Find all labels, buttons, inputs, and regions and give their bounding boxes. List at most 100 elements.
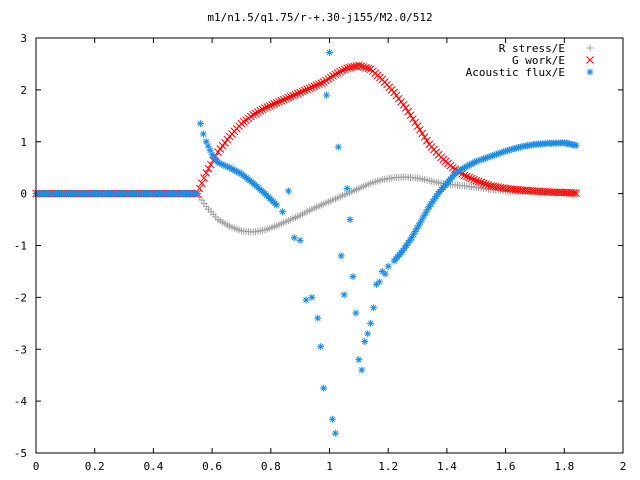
- data-point: [572, 189, 580, 197]
- data-point: [364, 330, 372, 338]
- data-point: [337, 252, 345, 260]
- data-point: [413, 122, 422, 131]
- data-point: [254, 108, 262, 116]
- data-point: [487, 152, 495, 160]
- data-point: [331, 429, 339, 437]
- data-point: [258, 105, 267, 114]
- data-point: [558, 139, 566, 147]
- series-3: [32, 49, 580, 437]
- data-point: [216, 145, 225, 153]
- data-point: [358, 366, 366, 374]
- data-point: [397, 249, 405, 257]
- data-point: [343, 184, 351, 192]
- data-point: [480, 155, 488, 163]
- data-point: [263, 103, 272, 111]
- data-point: [284, 187, 292, 195]
- data-point: [261, 104, 269, 112]
- data-point: [282, 94, 290, 103]
- series-2: [32, 61, 580, 198]
- data-point: [423, 136, 431, 145]
- y-tick-label: 2: [20, 84, 27, 97]
- chart-title: m1/n1.5/q1.75/r-+.30-j155/M2.0/512: [207, 11, 432, 24]
- data-point: [199, 130, 207, 138]
- data-point: [202, 138, 210, 146]
- y-tick-label: -3: [14, 343, 27, 356]
- data-point: [347, 63, 356, 71]
- data-point: [177, 190, 185, 198]
- data-point: [455, 167, 463, 175]
- data-point: [334, 143, 342, 151]
- data-point: [544, 139, 552, 147]
- x-tick-labels: 0 0.2 0.4 0.6 0.8 1 1.2 1.4 1.6 1.8 2: [33, 460, 627, 473]
- data-point: [432, 192, 440, 200]
- series-1: [32, 173, 580, 236]
- data-point: [234, 168, 242, 176]
- x-tick-label: 0.2: [85, 460, 105, 473]
- data-point: [392, 91, 401, 100]
- data-point: [212, 156, 220, 164]
- plot-frame: [35, 37, 624, 454]
- data-point: [431, 195, 439, 203]
- data-point: [350, 62, 359, 71]
- data-point: [514, 143, 522, 151]
- data-point: [401, 244, 409, 252]
- data-point: [496, 149, 504, 157]
- data-point: [196, 120, 204, 128]
- data-point: [424, 206, 432, 214]
- data-point: [370, 304, 378, 312]
- data-point: [404, 107, 413, 116]
- data-point: [227, 165, 235, 173]
- data-point: [352, 309, 360, 317]
- data-point: [511, 144, 519, 152]
- data-point: [459, 165, 467, 173]
- data-point: [279, 95, 288, 104]
- data-point: [259, 188, 267, 196]
- data-point: [222, 162, 230, 170]
- data-point: [343, 64, 351, 72]
- data-point: [291, 90, 300, 99]
- y-tick-label: 0: [20, 188, 27, 201]
- data-point: [317, 79, 326, 87]
- data-point: [310, 82, 319, 91]
- data-point: [296, 236, 304, 244]
- data-point: [463, 172, 471, 181]
- y-tick-label: 3: [20, 32, 27, 45]
- data-point: [326, 49, 333, 57]
- data-point: [394, 94, 403, 103]
- data-point: [202, 169, 211, 177]
- x-tick-label: 1: [326, 460, 333, 473]
- data-point: [502, 147, 510, 155]
- data-point: [479, 179, 488, 188]
- data-point: [279, 208, 287, 216]
- data-point: [418, 215, 426, 223]
- legend-label: Acoustic flux/E: [466, 66, 565, 79]
- data-point: [340, 291, 348, 299]
- data-point: [489, 152, 497, 160]
- y-tick-labels: 3 2 1 0 -1 -2 -3 -4 -5: [14, 32, 28, 460]
- data-point: [404, 239, 412, 247]
- data-point: [229, 165, 237, 173]
- data-point: [275, 97, 283, 106]
- data-point: [457, 166, 465, 174]
- data-point: [469, 159, 477, 167]
- data-point: [381, 270, 389, 278]
- x-tick-label: 1.8: [554, 460, 574, 473]
- x-tick-label: 2: [620, 460, 627, 473]
- data-point: [204, 164, 213, 173]
- x-tick-label: 0.8: [261, 460, 281, 473]
- data-point: [293, 89, 302, 98]
- data-point: [317, 343, 325, 351]
- data-point: [416, 218, 424, 226]
- data-points: [32, 49, 580, 437]
- data-point: [326, 73, 335, 82]
- data-point: [192, 190, 200, 198]
- data-point: [507, 146, 515, 154]
- data-point: [402, 242, 410, 249]
- data-point: [466, 161, 474, 169]
- legend-label: R stress/E: [499, 42, 565, 55]
- data-point: [500, 148, 508, 156]
- data-point: [323, 91, 331, 99]
- data-point: [397, 97, 405, 106]
- y-tick-label: -5: [14, 447, 27, 460]
